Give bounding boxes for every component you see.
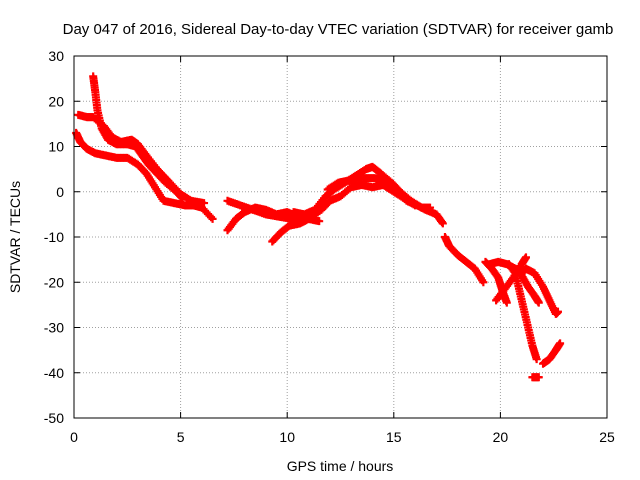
y-axis-label: SDTVAR / TECUs	[7, 181, 23, 293]
y-tick-label: 10	[48, 139, 64, 155]
data-point	[315, 217, 324, 226]
x-tick-label: 20	[493, 429, 509, 445]
x-tick-label: 25	[599, 429, 615, 445]
data-point	[553, 307, 562, 316]
y-tick-label: -20	[44, 274, 64, 290]
data-point	[502, 298, 511, 307]
axis-ticks: 0 5 10 15 20 25 -50 -40 -30 -20 -10 0 10 20 30	[44, 48, 615, 445]
data-point	[438, 219, 447, 228]
series-track-n	[515, 264, 562, 318]
series-track-m	[504, 260, 541, 364]
y-tick-label: 0	[56, 184, 64, 200]
series-track-g	[289, 162, 435, 219]
data-point	[532, 355, 541, 364]
grid	[74, 56, 607, 418]
y-tick-label: 20	[48, 93, 64, 109]
x-tick-label: 15	[386, 429, 402, 445]
data-point	[556, 339, 565, 348]
y-tick-label: -40	[44, 365, 64, 381]
y-tick-label: -30	[44, 320, 64, 336]
x-tick-label: 5	[177, 429, 185, 445]
x-axis-label: GPS time / hours	[287, 458, 394, 474]
x-tick-label: 0	[70, 429, 78, 445]
y-tick-label: 30	[48, 48, 64, 64]
data-point	[521, 253, 530, 262]
y-tick-label: -50	[44, 410, 64, 426]
series-track-p	[539, 339, 565, 368]
x-tick-label: 10	[279, 429, 295, 445]
series-track-j	[481, 257, 511, 307]
data-point	[208, 214, 217, 223]
chart-title: Day 047 of 2016, Sidereal Day-to-day VTE…	[63, 21, 614, 38]
series-track-i	[440, 233, 488, 287]
data-point	[534, 373, 543, 382]
series-track-c	[74, 110, 209, 208]
data-point	[200, 199, 209, 208]
series-track-o	[528, 373, 543, 382]
data-point	[479, 278, 488, 287]
series-track-h	[323, 174, 447, 228]
data-point	[534, 298, 543, 307]
data-points	[72, 72, 565, 382]
series-track-b	[72, 128, 217, 223]
y-tick-label: -10	[44, 229, 64, 245]
